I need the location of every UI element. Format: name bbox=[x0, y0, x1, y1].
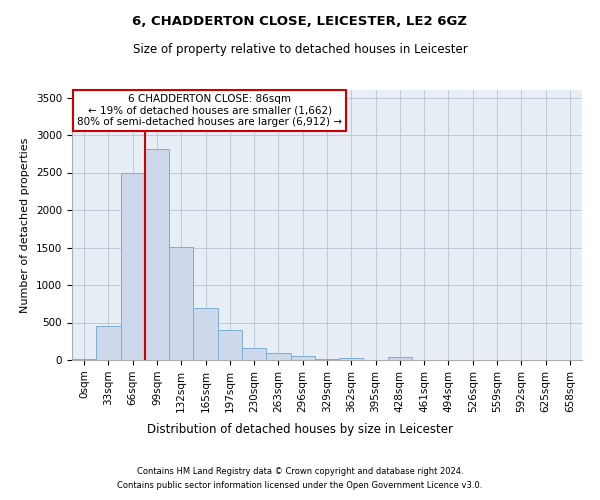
Text: 6 CHADDERTON CLOSE: 86sqm
← 19% of detached houses are smaller (1,662)
80% of se: 6 CHADDERTON CLOSE: 86sqm ← 19% of detac… bbox=[77, 94, 342, 127]
Text: 6, CHADDERTON CLOSE, LEICESTER, LE2 6GZ: 6, CHADDERTON CLOSE, LEICESTER, LE2 6GZ bbox=[133, 15, 467, 28]
Bar bbox=[242, 348, 266, 360]
Bar bbox=[266, 353, 290, 360]
Bar bbox=[339, 358, 364, 360]
Bar bbox=[315, 358, 339, 360]
Bar bbox=[193, 308, 218, 360]
Text: Distribution of detached houses by size in Leicester: Distribution of detached houses by size … bbox=[147, 422, 453, 436]
Y-axis label: Number of detached properties: Number of detached properties bbox=[20, 138, 31, 312]
Bar bbox=[96, 326, 121, 360]
Bar bbox=[169, 246, 193, 360]
Text: Contains public sector information licensed under the Open Government Licence v3: Contains public sector information licen… bbox=[118, 481, 482, 490]
Bar bbox=[290, 356, 315, 360]
Bar bbox=[388, 356, 412, 360]
Text: Contains HM Land Registry data © Crown copyright and database right 2024.: Contains HM Land Registry data © Crown c… bbox=[137, 468, 463, 476]
Bar bbox=[145, 148, 169, 360]
Bar bbox=[72, 358, 96, 360]
Bar bbox=[121, 172, 145, 360]
Bar bbox=[218, 330, 242, 360]
Text: Size of property relative to detached houses in Leicester: Size of property relative to detached ho… bbox=[133, 42, 467, 56]
